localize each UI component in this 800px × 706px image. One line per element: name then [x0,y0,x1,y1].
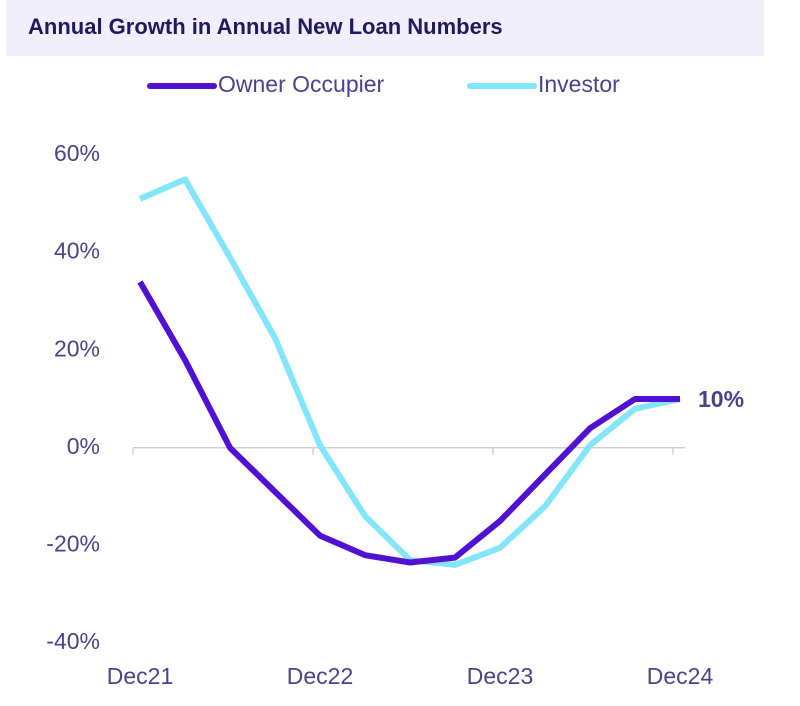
x-tick-label: Dec24 [647,663,714,689]
series-line [137,280,680,566]
y-tick-label: -40% [46,628,100,654]
x-tick-label: Dec22 [287,663,353,689]
y-tick-label: 0% [67,433,100,459]
legend-label: Owner Occupier [218,71,385,97]
x-tick-label: Dec23 [467,663,533,689]
y-tick-label: 60% [54,140,100,166]
y-tick-label: -20% [46,530,100,556]
series-line [138,176,681,568]
y-tick-label: 20% [54,335,100,361]
legend-label: Investor [538,71,620,97]
data-label: 10% [698,386,744,412]
chart-title: Annual Growth in Annual New Loan Numbers [28,14,503,39]
y-tick-label: 40% [54,238,100,264]
x-tick-label: Dec21 [107,663,173,689]
title-band [6,0,764,56]
